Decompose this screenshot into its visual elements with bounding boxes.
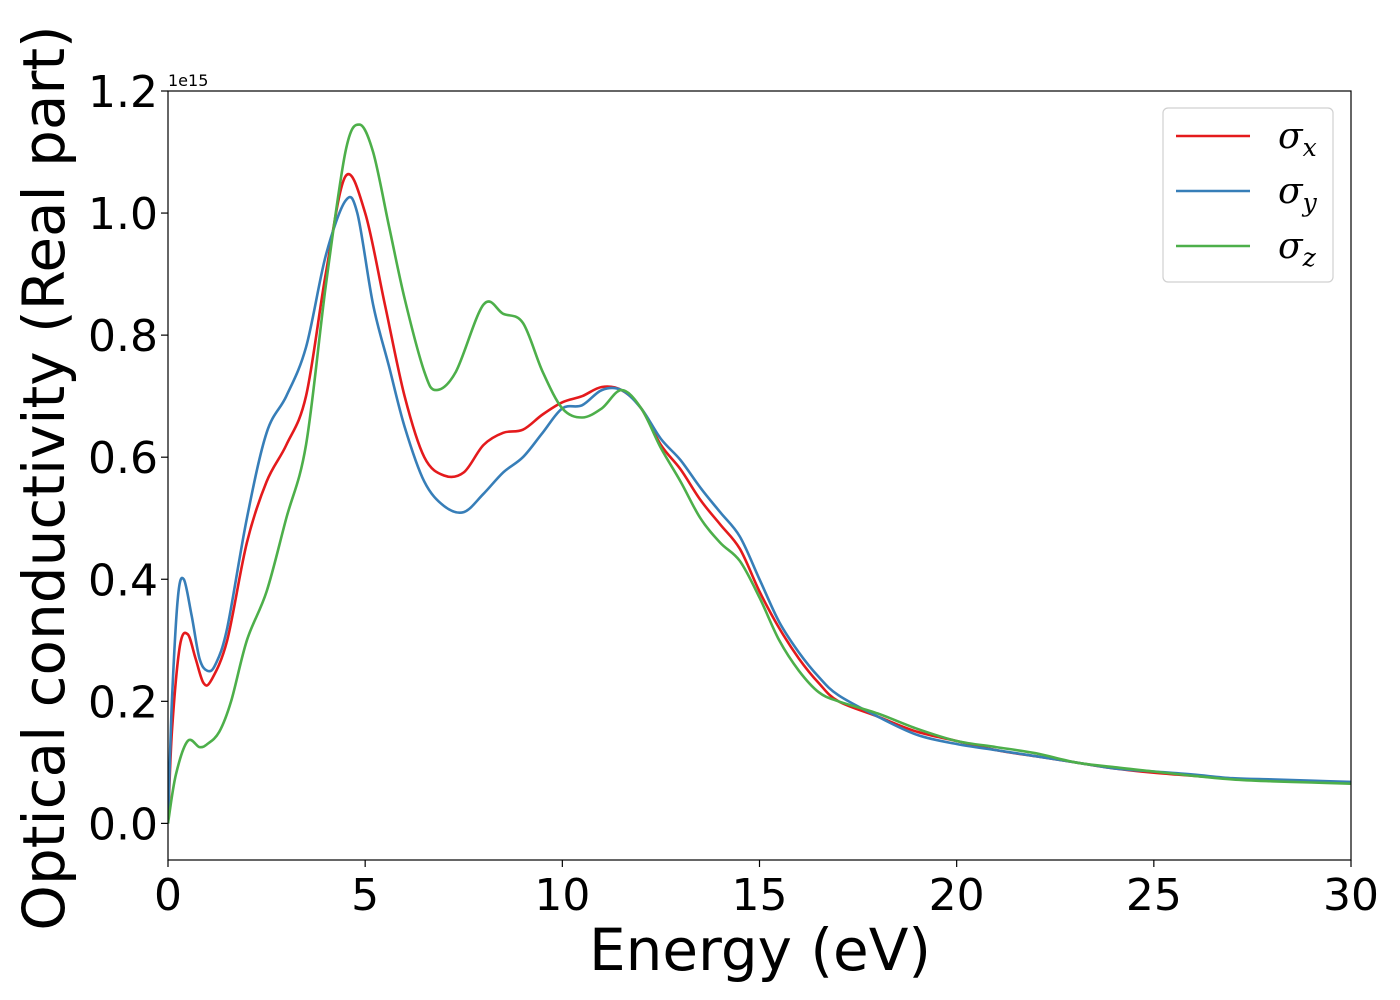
x-axis-title: Energy (eV) [589,916,931,984]
legend-label-y: σy [1278,171,1318,217]
x-tick-label: 30 [1323,870,1379,921]
series-line-y [168,195,1351,824]
y-tick-label: 0.4 [88,555,158,606]
legend-label-x: σx [1278,116,1317,162]
x-tick-label: 0 [154,870,182,921]
y-tick-label: 0.2 [88,677,158,728]
series-layer [168,123,1351,824]
x-tick-label: 20 [929,870,985,921]
y-tick-label: 1.2 [88,67,158,118]
x-tick-label: 25 [1126,870,1182,921]
legend-box [1162,107,1334,283]
x-tick-label: 10 [534,870,590,921]
y-tick-label: 0.8 [88,311,158,362]
y-axis-title: Optical conductivity (Real part) [10,25,78,930]
x-tick-label: 15 [732,870,788,921]
x-tick-label: 5 [351,870,379,921]
series-line-z [168,123,1351,824]
y-tick-label: 0.6 [88,433,158,484]
y-offset-label: 1e15 [168,71,208,90]
legend: σx σy σz [1162,107,1334,283]
y-tick-label: 0.0 [88,799,158,850]
y-tick-label: 1.0 [88,189,158,240]
axes-layer: 0 5 10 15 20 25 30 0.0 0.2 0.4 0.6 0.8 1.0 1.2 [88,67,1379,921]
legend-label-z: σz [1278,226,1317,272]
